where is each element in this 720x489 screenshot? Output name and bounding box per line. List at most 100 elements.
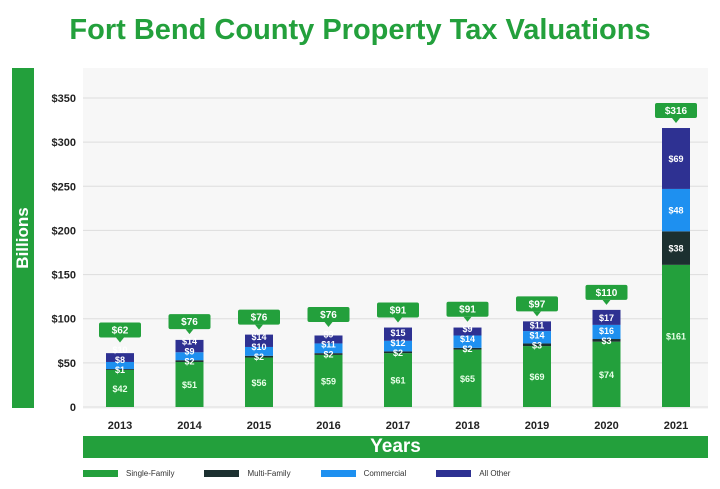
bar-segment (314, 335, 343, 344)
total-label: $91 (390, 306, 407, 317)
data-label: $14 (529, 330, 544, 340)
legend-item: Multi-Family (204, 469, 291, 478)
bar-segment (245, 357, 273, 407)
callout-pointer (394, 317, 402, 323)
bar-segment (453, 349, 482, 407)
callout-pointer (533, 311, 541, 317)
data-label: $14 (182, 337, 197, 347)
y-axis-label-bar: Billions (12, 68, 34, 408)
data-label: $3 (532, 340, 542, 350)
bar-segment (314, 353, 343, 355)
total-label: $76 (181, 317, 198, 328)
bar-segment (106, 369, 134, 407)
bar-segment (314, 354, 343, 407)
legend-item: All Other (436, 469, 510, 478)
bar-segment (384, 340, 412, 352)
data-label: $74 (599, 370, 614, 380)
bar-segment (314, 343, 343, 354)
data-label: $2 (323, 350, 333, 360)
bar-segment (245, 346, 273, 356)
bar-segment (175, 361, 204, 407)
chart-title: Fort Bend County Property Tax Valuations (69, 14, 651, 46)
y-tick-label: $350 (52, 93, 76, 105)
x-tick-label: 2016 (316, 420, 340, 432)
data-label: $11 (530, 320, 545, 330)
bar-segment (662, 128, 690, 189)
y-tick-label: $200 (52, 225, 76, 237)
legend-label: All Other (479, 469, 511, 478)
bar-segment (245, 355, 273, 358)
bar-segment (662, 231, 690, 265)
bar-segment (523, 321, 551, 332)
bar-segment (384, 353, 412, 407)
bar-segment (175, 339, 204, 353)
x-tick-label: 2020 (594, 420, 618, 432)
data-label: $15 (390, 328, 405, 338)
total-label: $76 (320, 310, 337, 321)
data-label: $10 (251, 342, 266, 352)
data-label: $12 (390, 338, 405, 348)
bar-segment (523, 346, 551, 407)
x-tick-label: 2021 (664, 420, 688, 432)
bar-segment (592, 341, 621, 407)
total-label: $316 (665, 106, 688, 117)
total-label: $110 (596, 288, 618, 299)
data-label: $17 (599, 313, 614, 323)
callout-pointer (255, 324, 263, 330)
bar-segment (245, 334, 273, 347)
legend-swatch (204, 470, 240, 477)
x-tick-label: 2018 (455, 420, 479, 432)
data-label: $161 (666, 331, 686, 341)
legend-label: Commercial (363, 469, 407, 478)
legend-swatch (436, 470, 472, 477)
total-callout (99, 322, 141, 338)
total-callout (655, 103, 697, 119)
legend-swatch (83, 470, 118, 477)
callout-pointer (324, 322, 333, 328)
legend: Single-Family Multi-Family Commercial All O… (83, 469, 510, 478)
callout-pointer (463, 316, 472, 322)
bar-segment (592, 339, 621, 342)
x-tick-label: 2013 (108, 420, 132, 432)
x-axis-label-bar: Years (83, 436, 708, 458)
callout-pointer (185, 329, 194, 335)
data-label: $51 (182, 380, 197, 390)
callout-pointer (602, 299, 611, 305)
bar-segment (662, 188, 690, 232)
data-label: $56 (251, 378, 266, 388)
data-label: $16 (599, 326, 614, 336)
legend-item: Single-Family (83, 469, 174, 478)
total-label: $62 (112, 325, 129, 336)
callout-pointer (672, 118, 680, 124)
bar-segment (175, 352, 204, 361)
y-tick-label: 0 (70, 402, 76, 414)
total-callout (446, 301, 489, 317)
bar-segment (453, 335, 482, 348)
total-callout (238, 309, 280, 325)
bar-segment (453, 347, 482, 350)
total-label: $97 (529, 299, 546, 310)
data-label: $14 (251, 332, 266, 342)
x-tick-label: 2019 (525, 420, 549, 432)
data-label: $2 (254, 352, 264, 362)
data-label: $3 (601, 336, 611, 346)
data-label: $42 (112, 384, 127, 394)
data-label: $59 (321, 376, 336, 386)
data-label: $9 (462, 324, 472, 334)
legend-item: Commercial (320, 469, 407, 478)
data-label: $61 (390, 376, 405, 386)
data-label: $2 (184, 357, 194, 367)
data-label: $10 (112, 345, 127, 355)
data-label: $69 (529, 372, 544, 382)
data-label: $69 (668, 154, 683, 164)
legend-swatch (320, 470, 356, 477)
bar-segment (106, 353, 134, 362)
bar-segment (106, 361, 134, 370)
total-callout (307, 307, 350, 323)
data-label: $65 (460, 374, 475, 384)
x-tick-label: 2015 (247, 420, 271, 432)
bar-segment (662, 264, 690, 407)
legend-label: Single-Family (126, 469, 175, 478)
bar-segment (592, 324, 621, 340)
data-label: $48 (668, 206, 683, 216)
